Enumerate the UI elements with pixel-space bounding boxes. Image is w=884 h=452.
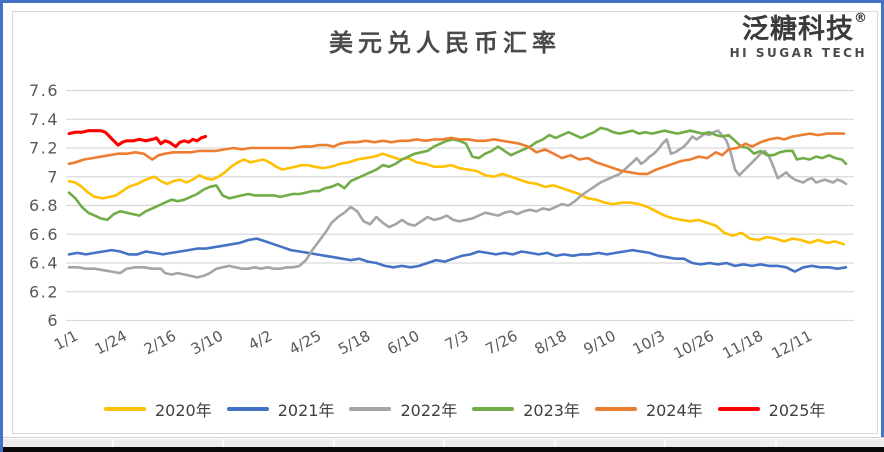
x-tick-label: 10/26: [670, 327, 717, 363]
y-tick-label: 7.4: [29, 110, 59, 129]
y-tick-label: 7.6: [29, 81, 59, 100]
legend-line-swatch: [349, 407, 392, 411]
x-tick-label: 2/16: [141, 327, 179, 359]
series-line-2022[interactable]: [67, 129, 848, 279]
series-line-2024[interactable]: [67, 132, 846, 176]
series-line-2023[interactable]: [67, 126, 848, 222]
x-tick-label: 7/3: [442, 327, 472, 354]
x-tick-label: 3/10: [188, 327, 226, 359]
plot-area[interactable]: 7.6 7.4 7.2 7 6.8 6.6 6.4 6.2 61/1 1/24 2/16 3/10 4/…: [3, 3, 884, 383]
series-line-2025[interactable]: [67, 129, 208, 149]
legend-label: 2024年: [645, 401, 703, 420]
x-tick-label: 10/3: [630, 327, 668, 359]
chart-canvas[interactable]: [12, 11, 878, 434]
logo-subtitle: HI SUGAR TECH: [729, 46, 867, 61]
y-tick-label: 6: [47, 311, 59, 330]
legend-item-2021[interactable]: 2021年: [226, 397, 335, 421]
x-tick-label: 12/11: [769, 327, 816, 363]
x-tick-label: 1/1: [51, 327, 81, 354]
legend-item-2020[interactable]: 2020年: [104, 397, 212, 421]
y-tick-label: 6.6: [29, 225, 59, 244]
chart-legend: 2020年 2021年 2022年 2023年 2024年 2025年: [104, 397, 840, 421]
legend-line-swatch: [226, 407, 269, 411]
legend-line-swatch: [717, 407, 760, 411]
legend-label: 2025年: [768, 401, 826, 420]
legend-label: 2023年: [523, 401, 580, 420]
x-tick-label: 6/10: [384, 327, 422, 359]
x-tick-label: 8/18: [532, 327, 570, 359]
legend-item-2022[interactable]: 2022年: [349, 397, 457, 421]
series-line-2020[interactable]: [67, 152, 846, 246]
legend-line-swatch: [472, 407, 515, 411]
legend-item-2023[interactable]: 2023年: [472, 397, 580, 421]
x-tick-label: 1/24: [92, 327, 130, 359]
legend-item-2025[interactable]: 2025年: [717, 397, 826, 421]
x-tick-label: 9/10: [581, 327, 619, 359]
y-tick-label: 7: [47, 167, 59, 186]
x-tick-label: 5/18: [335, 327, 373, 359]
chart-title: 美元兑人民币汇率: [329, 28, 561, 57]
window-bottom-edge: [3, 447, 884, 452]
legend-line-swatch: [594, 407, 637, 411]
legend-label: 2022年: [400, 401, 458, 420]
registered-trademark-icon: ®: [854, 11, 867, 26]
legend-label: 2020年: [155, 401, 212, 420]
legend-item-2024[interactable]: 2024年: [594, 397, 703, 421]
hi-sugar-tech-logo: 泛糖科技® HI SUGAR TECH: [729, 12, 867, 61]
y-tick-label: 6.4: [29, 254, 59, 273]
x-tick-label: 4/2: [245, 327, 275, 354]
y-tick-label: 7.2: [29, 139, 59, 158]
logo-text: 泛糖科技: [742, 14, 854, 45]
y-tick-label: 6.2: [29, 282, 59, 301]
legend-label: 2021年: [277, 401, 335, 420]
y-tick-label: 6.8: [29, 196, 59, 215]
x-tick-label: 7/26: [482, 327, 520, 359]
series-line-2021[interactable]: [67, 237, 848, 273]
legend-line-swatch: [104, 407, 146, 411]
x-tick-label: 4/25: [286, 327, 324, 359]
x-tick-label: 11/18: [719, 327, 766, 363]
